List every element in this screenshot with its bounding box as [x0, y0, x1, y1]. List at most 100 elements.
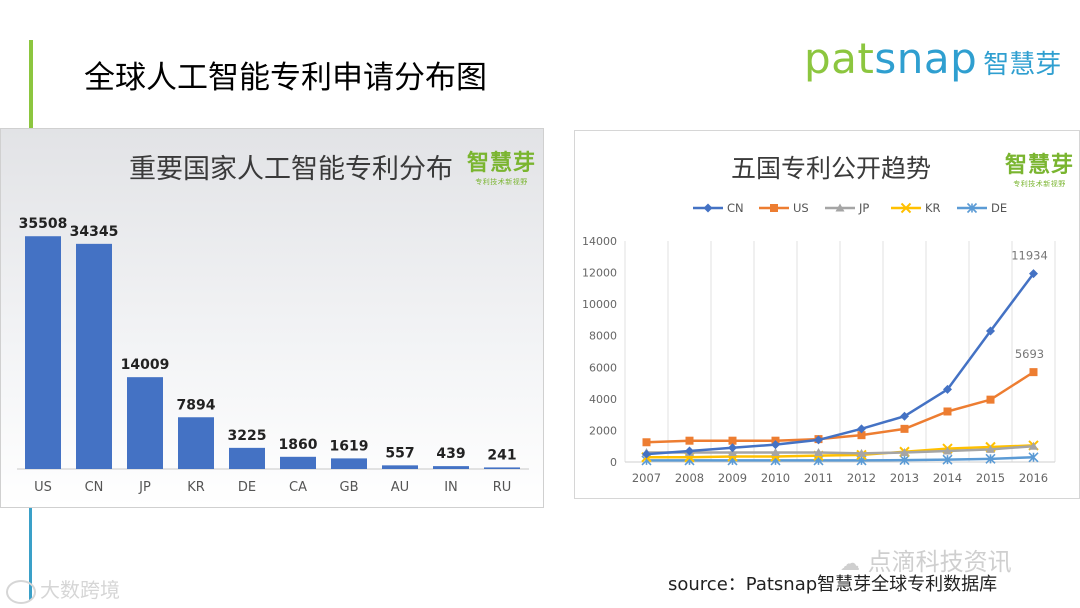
bar-category-label: AU: [391, 480, 409, 495]
x-tick-label: 2009: [718, 471, 747, 485]
series-point: [942, 454, 953, 465]
series-point: [770, 204, 778, 212]
line-chart-panel: 五国专利公开趋势 智慧芽 专利技术新视野 0 2000 4000 6000 8000 10…: [574, 130, 1080, 499]
bar-KR: [178, 417, 214, 469]
series-point: [814, 435, 823, 445]
bar-data-label: 241: [487, 447, 516, 463]
series-line: [646, 272, 1035, 456]
series-point: [1029, 441, 1038, 450]
bar-CA: [280, 456, 316, 469]
wechat-icon: ☁: [840, 551, 860, 575]
series-point: [1029, 368, 1038, 377]
series-point: [986, 395, 995, 404]
y-tick-label: 6000: [589, 361, 617, 374]
bar-US: [25, 236, 61, 469]
series-point: [771, 448, 780, 457]
y-tick-label: 2000: [589, 424, 617, 437]
y-tick-label: 14000: [582, 235, 617, 248]
line-chart-title: 五国专利公开趋势: [731, 154, 932, 183]
source-caption: source：Patsnap智慧芽全球专利数据库: [668, 574, 998, 595]
bar-DE: [229, 447, 265, 469]
bar-data-label: 7894: [177, 397, 216, 413]
legend-label: KR: [925, 201, 941, 215]
legend-entry-JP: JP: [825, 201, 869, 215]
brand-word-snap: snap: [874, 34, 978, 83]
x-tick-label: 2012: [847, 471, 876, 485]
series-point: [900, 411, 909, 421]
legend-label: DE: [991, 201, 1007, 215]
series-point: [728, 443, 737, 453]
series-point: [642, 438, 651, 447]
bar-category-label: JP: [138, 480, 151, 495]
series-point: [1029, 269, 1038, 279]
bar-JP: [127, 377, 163, 469]
bar-chart-brand-logo: 智慧芽 专利技术新视野: [467, 145, 536, 187]
series-US: [642, 368, 1038, 447]
bar-data-label: 34345: [70, 224, 119, 240]
watermark-left: 大数跨境: [6, 574, 120, 604]
series-point: [899, 455, 910, 466]
series-DE: [641, 452, 1039, 466]
bar-data-label: 1860: [279, 437, 318, 453]
bar-category-label: CN: [85, 480, 104, 495]
bar-chart-brand-main: 智慧芽: [467, 151, 537, 176]
bar-category-label: DE: [238, 480, 256, 495]
x-tick-label: 2013: [890, 471, 919, 485]
legend-label: CN: [727, 201, 744, 215]
series-point: [900, 202, 912, 214]
bar-data-label: 14009: [121, 357, 170, 373]
bar-CN: [76, 243, 112, 469]
bar-data-label: 557: [385, 445, 414, 461]
series-point: [703, 203, 713, 213]
y-tick-label: 8000: [589, 330, 617, 343]
line-chart-brand-sub: 专利技术新视野: [1013, 180, 1066, 188]
bar-RU: [484, 467, 520, 469]
series-point: [857, 448, 866, 457]
bar-category-label: IN: [444, 480, 458, 495]
bar-category-label: GB: [340, 480, 359, 495]
bar-data-label: 439: [436, 446, 465, 462]
series-point: [728, 436, 737, 445]
series-point: [966, 202, 978, 214]
series-point: [943, 446, 952, 455]
bar-chart-title: 重要国家人工智能专利分布: [129, 154, 453, 185]
series-point: [685, 436, 694, 445]
series-point: [986, 444, 995, 453]
series-line: [646, 371, 1035, 444]
series-point: [685, 446, 694, 456]
bar-chart: 35508 US 34345 CN 14009 JP 7894 KR 3225 DE 1860 CA 1…: [17, 216, 529, 495]
bar-IN: [433, 466, 469, 469]
series-line: [646, 444, 1034, 459]
bar-category-label: KR: [187, 480, 205, 495]
series-JP: [642, 441, 1038, 457]
y-tick-label: 4000: [589, 393, 617, 406]
bar-category-label: CA: [289, 480, 307, 495]
legend-entry-DE: DE: [957, 201, 1007, 215]
series-point: [986, 326, 995, 336]
series-line: [646, 456, 1034, 462]
series-point: [943, 384, 952, 394]
patsnap-logo: patsnap 智慧芽: [804, 34, 1061, 83]
x-tick-label: 2014: [933, 471, 962, 485]
x-tick-label: 2011: [804, 471, 833, 485]
bar-data-label: 35508: [19, 216, 68, 232]
y-tick-label: 12000: [582, 267, 617, 280]
line-chart-brand-logo: 智慧芽 专利技术新视野: [1005, 147, 1074, 189]
y-tick-label: 0: [610, 456, 617, 469]
bar-data-label: 3225: [228, 428, 267, 444]
series-point: [943, 407, 952, 416]
bar-chart-panel: 重要国家人工智能专利分布 智慧芽 专利技术新视野 35508 US 34345 CN 1…: [0, 128, 544, 508]
legend-label: JP: [858, 201, 869, 215]
brand-word-pat: pat: [804, 34, 875, 83]
bar-data-label: 1619: [330, 438, 369, 454]
legend-entry-US: US: [759, 201, 809, 215]
series-point: [835, 203, 845, 212]
legend-label: US: [793, 201, 809, 215]
watermark-right: ☁ 点滴科技资讯: [840, 542, 1012, 577]
bar-category-label: US: [34, 480, 52, 495]
data-annotation: 11934: [1011, 249, 1048, 263]
bar-GB: [331, 458, 367, 469]
series-point: [900, 424, 909, 433]
series-point: [771, 440, 780, 450]
series-point: [814, 448, 823, 457]
